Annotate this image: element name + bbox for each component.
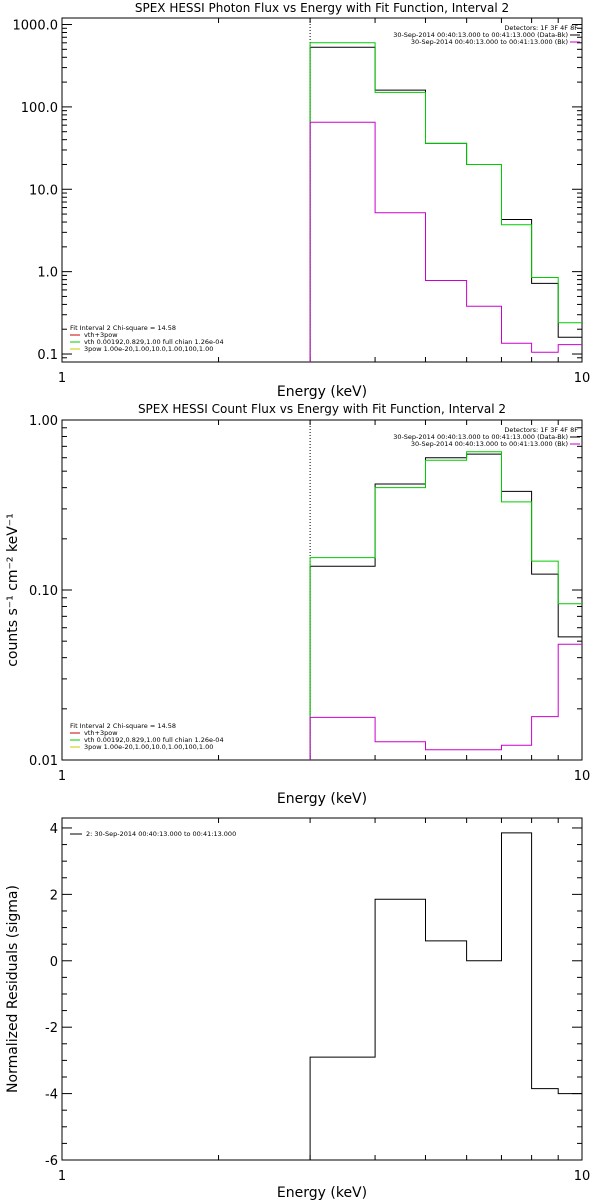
x-tick-label: 1: [58, 1169, 66, 1184]
chart-panel-3: Energy (keV) Normalized Residuals (sigma)…: [5, 817, 591, 1200]
plot-frame: [61, 419, 583, 761]
series-line-2: [309, 451, 582, 760]
legend-title: Detectors: 1F 3F 4F 8F: [504, 426, 578, 434]
legend-entry: 2: 30-Sep-2014 00:40:13.000 to 00:41:13.…: [86, 830, 236, 838]
y-tick-label: 2: [50, 888, 58, 903]
series-line-3: [309, 121, 582, 362]
y-tick-label: 10.0: [29, 183, 58, 198]
y-tick-label: 100.0: [21, 101, 58, 116]
legend-entry: 30-Sep-2014 00:40:13.000 to 00:41:13.000…: [393, 31, 568, 39]
legend-entry: vth+3pow: [84, 729, 118, 737]
y-tick-label: -2: [45, 1021, 58, 1036]
y-tick-label: 4: [50, 822, 58, 837]
legend-entry: vth 0.00192,0.829,1.00 full chian 1.26e-…: [84, 736, 224, 744]
y-tick-label: 0.10: [29, 584, 58, 599]
legend-entry: 3pow 1.00e-20,1.00,10.0,1.00,100,1.00: [84, 743, 213, 751]
y-tick-label: 0: [50, 955, 58, 970]
x-tick-label: 10: [574, 371, 591, 386]
y-axis-label: counts s⁻¹ cm⁻² keV⁻¹: [5, 513, 21, 667]
legend-entry: 30-Sep-2014 00:40:13.000 to 00:41:13.000…: [393, 433, 568, 441]
legend-title: Detectors: 1F 3F 4F 8F: [504, 24, 578, 32]
y-tick-label: 1.00: [29, 414, 58, 429]
x-tick-label: 1: [58, 371, 66, 386]
series-line-2: [309, 42, 582, 362]
chart-panel-1: SPEX HESSI Photon Flux vs Energy with Fi…: [13, 1, 591, 400]
legend-entry: 30-Sep-2014 00:40:13.000 to 00:41:13.000…: [411, 440, 568, 448]
series-line-3: [309, 643, 582, 760]
x-tick-label: 10: [574, 769, 591, 784]
y-tick-label: -4: [45, 1088, 58, 1103]
x-axis-label: Energy (keV): [277, 384, 367, 400]
y-tick-label: -6: [45, 1154, 58, 1169]
legend-entry: 30-Sep-2014 00:40:13.000 to 00:41:13.000…: [411, 38, 568, 46]
x-tick-label: 10: [574, 1169, 591, 1184]
x-tick-label: 1: [58, 769, 66, 784]
x-axis-label: Energy (keV): [277, 1185, 367, 1200]
legend-title: Fit Interval 2 Chi-square = 14.58: [70, 722, 176, 730]
legend-entry: 3pow 1.00e-20,1.00,10.0,1.00,100,1.00: [84, 345, 213, 353]
y-tick-label: 0.01: [29, 754, 58, 769]
legend-entry: vth+3pow: [84, 331, 118, 339]
plot-frame: [61, 17, 583, 363]
y-tick-label: 1.0: [37, 266, 58, 281]
plot-frame: [61, 817, 583, 1161]
series-line-1: [309, 46, 582, 362]
x-axis-label: Energy (keV): [277, 791, 367, 807]
series-line-1: [309, 453, 582, 760]
y-tick-label: 0.1: [37, 348, 58, 363]
chart-panel-2: SPEX HESSI Count Flux vs Energy with Fit…: [5, 402, 590, 807]
series-line-1: [309, 832, 582, 1160]
y-tick-label: 1000.0: [13, 19, 59, 34]
legend-entry: vth 0.00192,0.829,1.00 full chian 1.26e-…: [84, 338, 224, 346]
legend-title: Fit Interval 2 Chi-square = 14.58: [70, 324, 176, 332]
chart-title: SPEX HESSI Count Flux vs Energy with Fit…: [138, 402, 506, 416]
y-axis-label: Normalized Residuals (sigma): [5, 885, 21, 1093]
chart-title: SPEX HESSI Photon Flux vs Energy with Fi…: [135, 1, 509, 15]
